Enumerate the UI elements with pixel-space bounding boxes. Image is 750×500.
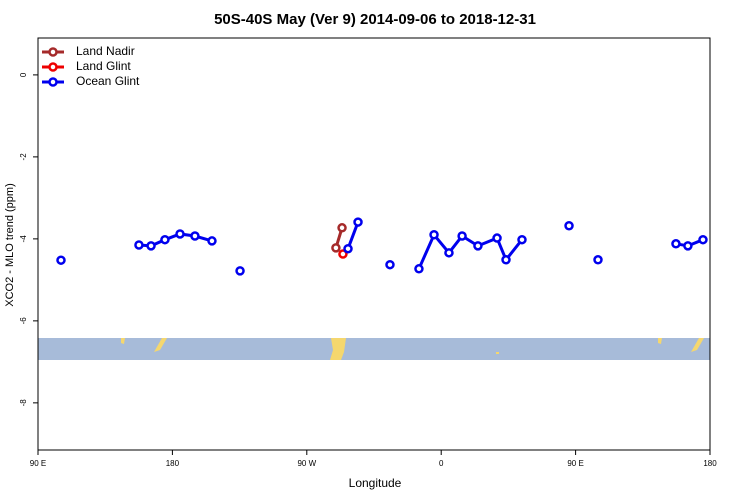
- data-point: [337, 223, 347, 233]
- chart-title: 50S-40S May (Ver 9) 2014-09-06 to 2018-1…: [214, 11, 536, 28]
- y-tick-label: -4: [19, 235, 28, 243]
- data-point: [134, 240, 144, 250]
- data-point: [564, 221, 574, 231]
- data-point: [473, 241, 483, 251]
- data-point: [501, 255, 511, 265]
- data-point: [343, 243, 353, 254]
- plot-frame: [37, 37, 711, 451]
- data-point: [331, 243, 341, 253]
- y-tick-label: -2: [19, 153, 28, 161]
- data-point: [671, 239, 681, 249]
- ocean-band: [38, 338, 710, 360]
- data-point: [353, 217, 363, 227]
- y-tick-label: 0: [19, 72, 28, 77]
- x-tick-label: 0: [439, 459, 444, 468]
- data-point: [492, 233, 502, 243]
- data-point: [190, 231, 200, 241]
- data-point: [56, 255, 66, 265]
- data-point: [235, 266, 245, 276]
- land: [121, 338, 125, 344]
- x-tick-label: 180: [703, 459, 717, 468]
- data-point: [429, 230, 439, 240]
- x-tick-label: 90 E: [567, 459, 583, 468]
- series-line: [138, 221, 704, 270]
- data-point: [444, 248, 454, 258]
- x-tick-label: 90 W: [297, 459, 316, 468]
- y-axis-label: XCO2 - MLO trend (ppm): [4, 183, 16, 306]
- legend-marker: [48, 47, 58, 57]
- legend-label: Land Glint: [76, 59, 131, 73]
- legend-label: Land Nadir: [76, 44, 135, 58]
- data-point: [175, 229, 185, 239]
- legend-label: Ocean Glint: [76, 74, 140, 88]
- x-tick-label: 180: [166, 459, 180, 468]
- land: [496, 352, 499, 354]
- y-tick-label: -8: [19, 399, 28, 407]
- data-point: [146, 241, 156, 251]
- y-tick-label: -6: [19, 317, 28, 325]
- legend-marker: [48, 77, 58, 87]
- land: [330, 338, 346, 360]
- data-point: [457, 231, 467, 241]
- data-point: [207, 236, 217, 246]
- land: [691, 338, 704, 352]
- land: [154, 338, 167, 352]
- x-axis-label: Longitude: [349, 476, 402, 490]
- data-point: [414, 264, 424, 274]
- legend-marker: [48, 62, 58, 72]
- data-point: [593, 255, 603, 265]
- data-point: [683, 241, 693, 251]
- map-strip: [38, 338, 710, 360]
- land: [658, 338, 662, 344]
- data-point: [698, 234, 708, 245]
- x-tick-label: 90 E: [30, 459, 46, 468]
- data-point: [160, 234, 170, 245]
- data-point: [517, 234, 527, 245]
- data-point: [338, 249, 348, 259]
- data-point: [385, 259, 395, 270]
